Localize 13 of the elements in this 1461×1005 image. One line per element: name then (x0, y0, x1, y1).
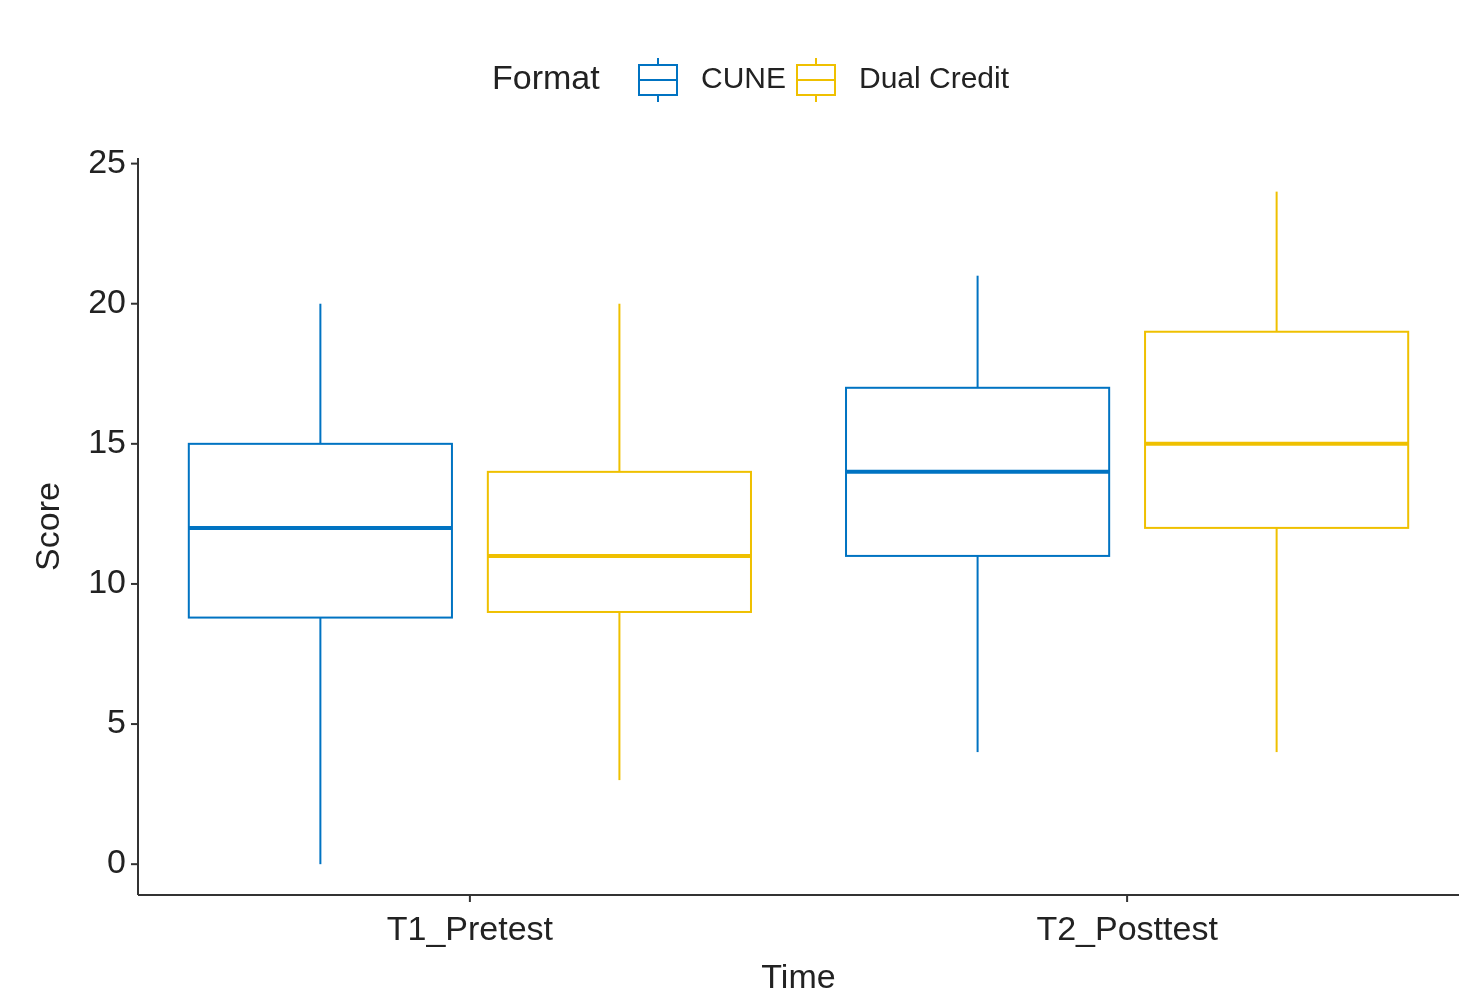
y-tick-label: 25 (88, 141, 126, 180)
y-tick-label: 5 (107, 702, 126, 741)
legend-title: Format (492, 57, 601, 96)
legend-label: CUNE (701, 60, 787, 94)
x-tick-label: T2_Posttest (1036, 908, 1219, 947)
y-tick-label: 20 (88, 281, 126, 320)
legend-label: Dual Credit (859, 60, 1010, 94)
x-tick-label: T1_Pretest (386, 908, 554, 947)
x-axis-title: Time (761, 956, 836, 995)
y-tick-label: 0 (107, 842, 126, 881)
y-tick-label: 15 (88, 421, 126, 460)
y-tick-label: 10 (88, 561, 126, 600)
y-axis-title: Score (27, 482, 66, 571)
